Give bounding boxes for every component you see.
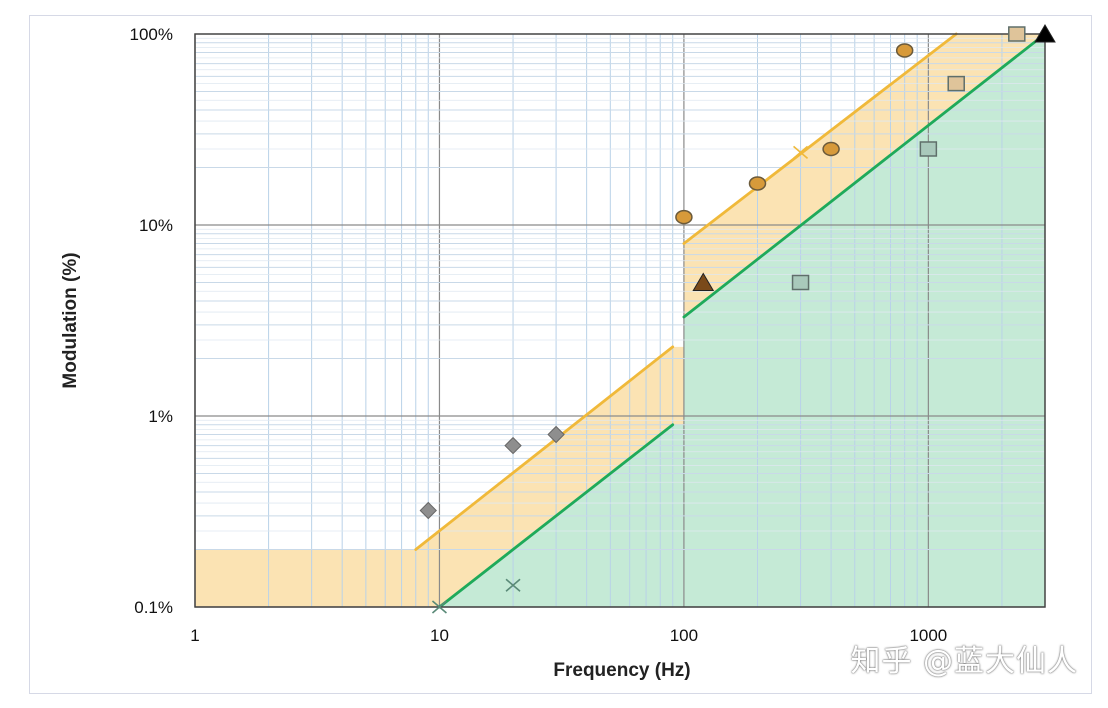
triangle-data-point (692, 272, 715, 291)
y-tick-label: 1% (148, 407, 173, 426)
circle-data-point (748, 176, 767, 191)
tick-labels-layer: 1 10 100 1000 0.1% 1% 10% 100% (130, 25, 948, 645)
x-data-point (505, 578, 521, 592)
square-data-point (1008, 26, 1026, 42)
square-data-point (919, 141, 938, 157)
x-tick-label: 1000 (909, 626, 947, 645)
x-axis-title: Frequency (Hz) (553, 660, 690, 681)
limit-line-0-segment-1 (682, 32, 958, 245)
limit-line-0-segment-0 (414, 345, 675, 551)
circle-data-point (675, 209, 693, 225)
diamond-data-point (547, 425, 565, 444)
regions-layer (195, 34, 1045, 607)
limit-line-1-segment-1 (682, 32, 1047, 319)
circle-data-point (822, 141, 840, 157)
y-tick-label: 100% (130, 25, 173, 44)
grid-layer (194, 34, 1046, 608)
lines-layer (414, 32, 1047, 609)
y-tick-label: 0.1% (134, 598, 173, 617)
x-tick-label: 10 (430, 626, 449, 645)
x-data-point (431, 600, 447, 614)
x-tick-label: 1 (190, 626, 199, 645)
circle-data-point (895, 43, 914, 58)
triangle-data-point (1034, 24, 1056, 43)
y-axis-title: Modulation (%) (60, 252, 81, 388)
limit-line-1-segment-0 (438, 423, 675, 609)
diamond-data-point (504, 436, 522, 455)
x-tick-label: 100 (670, 626, 698, 645)
watermark-text: 知乎 @蓝大仙人 (850, 644, 1078, 679)
square-data-point (791, 274, 810, 291)
plot-border (194, 33, 1046, 608)
points-layer (419, 24, 1056, 614)
y-tick-label: 10% (139, 216, 173, 235)
shaded-region-1 (439, 34, 1045, 607)
square-data-point (947, 75, 965, 92)
x-data-point (793, 145, 809, 159)
diamond-data-point (419, 501, 437, 520)
